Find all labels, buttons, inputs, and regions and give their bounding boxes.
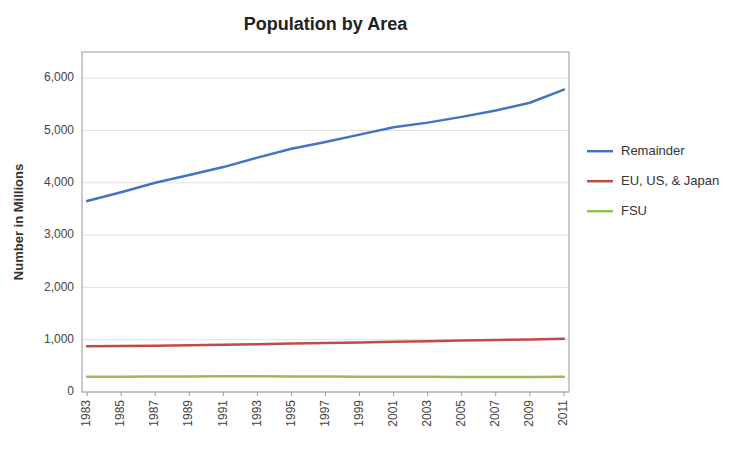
legend-swatch [587,180,613,183]
series-line [87,90,564,201]
y-tick-label: 0 [67,384,74,398]
chart-title: Population by Area [244,14,408,34]
x-tick-label: 2001 [386,400,400,427]
y-axis-label: Number in Millions [11,164,26,280]
axes: 0 1,000 2,000 3,000 4,000 5,000 6,000 1983 1985 1… [44,52,570,427]
chart: 0 1,000 2,000 3,000 4,000 5,000 6,000 1983 1985 1… [0,0,754,454]
x-tick [461,392,462,396]
x-tick-label: 2009 [522,400,536,427]
legend-label: Remainder [621,143,685,158]
x-tick-label: 1985 [113,400,127,427]
grid-line [82,287,569,288]
x-tick-label: 2003 [420,400,434,427]
x-tick-label: 2007 [488,400,502,427]
page: {"chart_data": {"type": "line", "title":… [0,0,754,454]
plot-frame [82,52,569,392]
legend-label: FSU [621,203,647,218]
x-tick-label: 2011 [556,400,570,426]
grid-line [82,130,569,131]
x-tick [427,392,428,396]
series-line [87,375,564,378]
x-tick [121,392,122,396]
y-tick-label: 3,000 [44,227,74,241]
y-tick-label: 4,000 [44,175,74,189]
x-tick-label: 1995 [284,400,298,427]
x-tick-label: 1989 [181,400,195,427]
legend-swatch [587,210,613,213]
grid-line [82,78,569,79]
x-tick [223,392,224,396]
x-tick [87,392,88,396]
legend: Remainder EU, US, & Japan FSU [587,143,719,218]
series-line [87,339,564,347]
x-tick [155,392,156,396]
series-group [87,90,564,377]
x-tick [393,392,394,396]
legend-swatch [587,150,613,153]
x-tick [529,392,530,396]
x-tick [189,392,190,396]
x-tick-label: 1991 [216,400,230,427]
x-tick [563,392,564,396]
y-tick-label: 6,000 [44,70,74,84]
x-tick-label: 1983 [79,400,93,427]
x-tick-label: 2005 [454,400,468,427]
x-tick-label: 1997 [318,400,332,427]
legend-label: EU, US, & Japan [621,173,719,188]
grid-line [82,235,569,236]
x-tick [325,392,326,396]
x-tick [291,392,292,396]
x-tick [257,392,258,396]
x-tick [359,392,360,396]
x-tick-label: 1993 [250,400,264,427]
grid [82,78,569,392]
y-tick-label: 5,000 [44,123,74,137]
x-tick [495,392,496,396]
x-tick-label: 1999 [352,400,366,427]
x-tick-label: 1987 [147,400,161,427]
y-tick-label: 1,000 [44,332,74,346]
y-tick-label: 2,000 [44,280,74,294]
